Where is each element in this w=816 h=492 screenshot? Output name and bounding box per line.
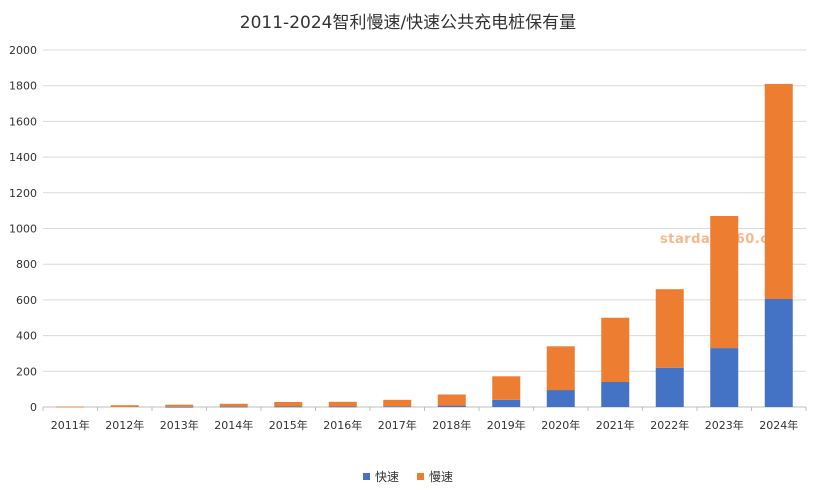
bar-fast [383, 406, 412, 408]
x-tick-label: 2017年 [378, 418, 417, 432]
bar-slow [764, 83, 793, 300]
bar-fast [328, 406, 357, 408]
x-tick-label: 2015年 [269, 418, 308, 432]
y-tick-label: 200 [16, 365, 37, 378]
bar-slow [601, 317, 630, 383]
bar-slow [165, 404, 194, 407]
bar-slow [546, 346, 575, 391]
watermark: stardata360.com [660, 232, 792, 247]
bar-fast [437, 405, 466, 407]
bar-slow [219, 403, 248, 407]
y-tick-label: 1400 [9, 151, 37, 164]
bar-fast [655, 367, 684, 407]
y-tick-label: 400 [16, 330, 37, 343]
legend-item-fast: 快速 [362, 468, 399, 485]
bar-slow [110, 405, 139, 407]
legend-label-slow: 慢速 [429, 470, 454, 484]
bar-fast [274, 406, 303, 408]
bar-fast [165, 406, 194, 408]
x-tick-label: 2016年 [323, 418, 362, 432]
bar-fast [710, 348, 739, 407]
x-tick-label: 2011年 [51, 418, 90, 432]
x-tick-label: 2019年 [487, 418, 526, 432]
x-tick-label: 2014年 [214, 418, 253, 432]
y-tick-label: 1000 [9, 223, 37, 236]
bar-slow [56, 406, 85, 408]
bar-slow [437, 394, 466, 406]
legend-swatch-fast [362, 473, 370, 480]
x-tick-label: 2013年 [160, 418, 199, 432]
bar-fast [601, 382, 630, 407]
y-tick-label: 1800 [9, 80, 37, 93]
bar-fast [764, 299, 793, 407]
y-tick-label: 1600 [9, 115, 37, 128]
legend-item-slow: 慢速 [417, 468, 453, 485]
bar-slow [655, 289, 684, 368]
bar-slow [492, 376, 521, 400]
y-tick-label: 0 [30, 401, 37, 414]
y-tick-label: 600 [16, 294, 37, 307]
x-tick-label: 2021年 [596, 418, 635, 432]
x-tick-label: 2023年 [705, 418, 744, 432]
y-tick-label: 800 [16, 258, 37, 271]
x-tick-label: 2018年 [432, 418, 471, 432]
bar-slow [328, 401, 357, 407]
bar-slow [274, 402, 303, 407]
x-tick-label: 2024年 [759, 418, 798, 432]
legend: 快速 慢速 [0, 468, 816, 485]
x-tick-label: 2020年 [541, 418, 580, 432]
x-tick-label: 2012年 [105, 418, 144, 432]
legend-swatch-slow [417, 473, 424, 480]
bar-fast [219, 406, 248, 408]
bar-slow [383, 399, 412, 407]
chart-title: 2011-2024智利慢速/快速公共充电桩保有量 [239, 13, 577, 33]
y-tick-label: 2000 [9, 44, 37, 57]
bar-slow [710, 216, 739, 349]
x-tick-label: 2022年 [650, 418, 689, 432]
legend-label-fast: 快速 [374, 470, 399, 484]
bar-fast [492, 399, 521, 407]
bar-fast [546, 390, 575, 407]
y-tick-label: 1200 [9, 187, 37, 200]
